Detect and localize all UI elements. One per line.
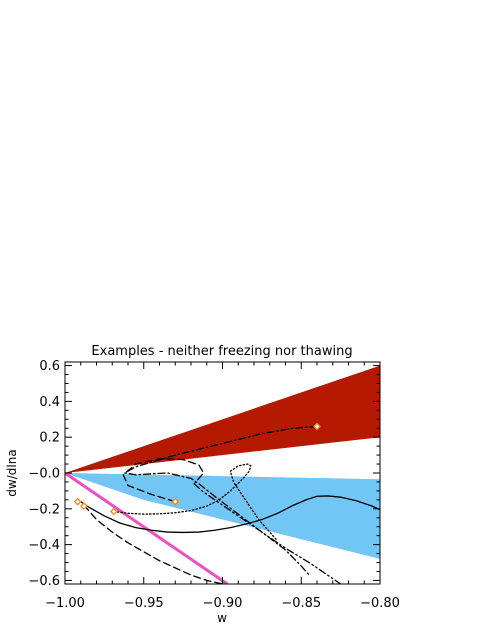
x-tick-label: −0.80	[360, 596, 400, 611]
y-tick-label: 0.6	[39, 359, 60, 374]
diamond-marker	[109, 507, 118, 516]
series-line-dashed	[122, 458, 205, 503]
diamond-marker	[73, 497, 82, 506]
series-line-dash-dot	[124, 425, 318, 576]
y-tick-label: −0.4	[28, 538, 60, 553]
chart-title: Examples - neither freezing nor thawing	[91, 344, 352, 359]
thawing-region	[65, 365, 380, 473]
freezing-region	[65, 473, 380, 559]
series-line-dashed	[83, 504, 224, 584]
y-tick-label: −0.0	[28, 467, 60, 482]
y-tick-label: 0.4	[39, 395, 60, 410]
diamond-marker	[79, 502, 88, 511]
series-line-dash-dot-dot	[193, 483, 342, 584]
phantom-boundary-line	[65, 471, 229, 584]
diamond-marker	[313, 422, 321, 431]
series-line-solid	[80, 495, 380, 534]
y-tick-label: −0.6	[28, 574, 60, 589]
x-axis-title: w	[217, 611, 227, 625]
series-line-dotted	[113, 463, 277, 540]
diamond-marker	[171, 497, 180, 506]
x-tick-label: −0.85	[281, 596, 321, 611]
y-tick-label: 0.2	[39, 431, 60, 446]
x-tick-label: −0.95	[124, 596, 164, 611]
y-axis-title: dw/dlna	[5, 449, 19, 496]
x-tick-label: −1.00	[45, 596, 85, 611]
x-tick-label: −0.90	[203, 596, 243, 611]
y-tick-label: −0.2	[28, 502, 60, 517]
